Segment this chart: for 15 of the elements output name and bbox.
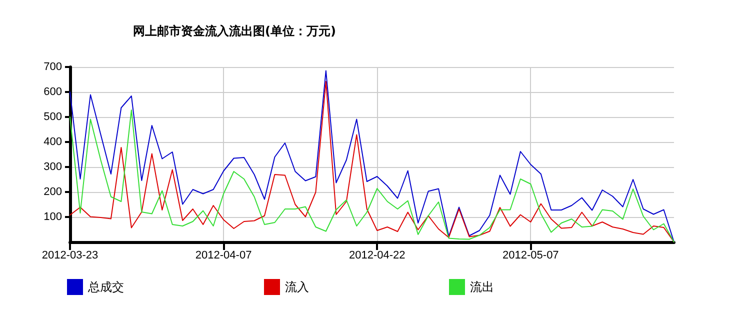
x-tick-label: 2012-03-23 [42, 250, 98, 262]
x-tick-label: 2012-04-22 [348, 250, 406, 262]
y-tick-label: 100 [44, 211, 62, 223]
y-tick-label: 400 [44, 136, 62, 148]
x-tick-label: 2012-05-07 [502, 250, 559, 262]
y-tick-label: 200 [44, 186, 62, 198]
y-tick-label: 700 [44, 61, 62, 73]
legend-label: 总成交 [87, 280, 124, 294]
chart-title: 网上邮市资金流入流出图(单位：万元) [133, 24, 336, 38]
y-tick-label: 600 [44, 86, 62, 98]
legend-label: 流出 [470, 280, 494, 294]
legend-label: 流入 [285, 280, 309, 294]
x-tick-label: 2012-04-07 [195, 250, 252, 262]
y-tick-label: 300 [44, 161, 62, 173]
y-tick-label: 500 [44, 111, 62, 123]
